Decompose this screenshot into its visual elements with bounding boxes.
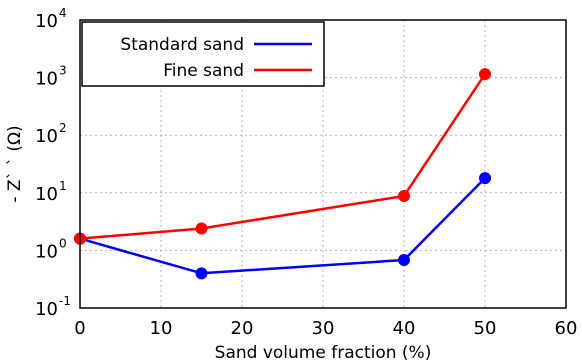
series-line: [79, 73, 487, 240]
data-point: [195, 222, 208, 235]
series-layer: [74, 68, 491, 280]
y-tick-exponent: 0: [59, 236, 67, 250]
y-tick-label: 10 4: [35, 6, 67, 32]
data-point: [479, 172, 491, 185]
y-tick-exponent: -1: [59, 294, 71, 308]
y-tick-exponent: 3: [59, 64, 67, 78]
legend: Standard sand Fine sand: [81, 21, 325, 87]
legend-label: Fine sand: [163, 61, 244, 81]
legend-box: [81, 21, 325, 87]
y-tick-base: 10: [35, 11, 58, 32]
y-tick-base: 10: [35, 184, 58, 205]
data-point: [398, 254, 410, 267]
data-point: [398, 189, 410, 202]
x-tick-labels: 0 10 20 30 40 50 60: [74, 318, 577, 339]
y-tick-label: 10 0: [35, 236, 67, 262]
y-tick-label: 10 2: [35, 121, 67, 147]
y-axis-label: - Z` ` (Ω): [5, 125, 25, 202]
y-tick-exponent: 1: [59, 179, 67, 193]
x-tick-label: 30: [312, 318, 335, 339]
series-line: [79, 177, 486, 275]
legend-label: Standard sand: [120, 35, 244, 55]
x-tick-label: 50: [474, 318, 497, 339]
plot-frame: [79, 19, 567, 309]
x-tick-label: 0: [74, 318, 85, 339]
y-tick-exponent: 4: [59, 6, 67, 20]
y-tick-base: 10: [35, 241, 58, 262]
x-tick-label: 60: [555, 318, 578, 339]
y-tick-label: 10 -1: [35, 294, 71, 320]
data-point: [479, 68, 491, 81]
y-tick-exponent: 2: [59, 121, 67, 135]
y-tick-label: 10 3: [35, 64, 67, 90]
y-tick-base: 10: [35, 299, 58, 320]
y-tick-base: 10: [35, 126, 58, 147]
y-tick-base: 10: [35, 69, 58, 90]
x-axis-label: Sand volume fraction (%): [215, 343, 432, 360]
x-tick-label: 10: [150, 318, 173, 339]
y-tick-label: 10 1: [35, 179, 67, 205]
data-point: [195, 267, 208, 280]
x-tick-label: 20: [231, 318, 254, 339]
x-tick-label: 40: [393, 318, 416, 339]
